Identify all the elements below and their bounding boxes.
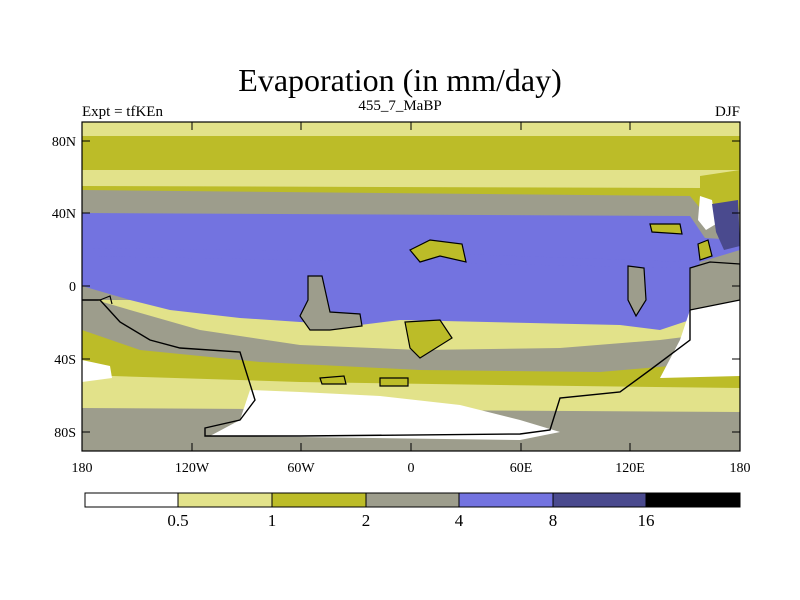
colorbar-swatch [458,492,554,508]
colorbar-swatch [177,492,273,508]
north-pacific-white [698,196,716,230]
landmass-i [379,377,409,387]
x-axis: 180 120W 60W 0 60E 120E 180 [72,122,751,476]
colorbar: 0.5 1 2 4 8 16 [84,492,741,530]
x-tick-label: 120E [615,461,645,476]
y-tick-label: 80S [54,426,76,441]
y-axis: 80N 40N 0 40S 80S [52,135,740,441]
southern-coastline [82,299,691,437]
x-tick-label: 120W [175,461,210,476]
antarctic-white [210,390,560,440]
band-tropical [82,213,740,330]
landmass-f [697,239,713,261]
map-title: Evaporation (in mm/day) [238,62,562,98]
landmass-g [689,261,740,311]
colorbar-swatch [271,492,367,508]
x-tick-label: 60W [287,461,315,476]
landmass-c [404,319,453,359]
colorbar-swatch [365,492,460,508]
colorbar-level-label: 16 [638,511,655,530]
y-tick-label: 0 [69,280,76,295]
colorbar-swatch [552,492,647,508]
landmass-e [649,223,683,235]
colorbar-level-label: 0.5 [167,511,188,530]
band-north-high [82,136,740,170]
landmass-d [627,265,647,318]
west-white [82,360,112,382]
x-tick-label: 0 [408,461,415,476]
y-tick-label: 40N [52,207,76,222]
band-grey-south [82,296,740,380]
x-tick-label: 180 [730,461,751,476]
x-tick-label: 180 [72,461,93,476]
colorbar-swatch [84,492,179,508]
colorbar-level-label: 2 [362,511,371,530]
band-tropical-core [82,248,690,268]
colorbar-level-label: 4 [455,511,464,530]
landmass-h [319,375,347,385]
colorbar-level-label: 8 [549,511,558,530]
season-label: DJF [714,104,740,120]
y-tick-label: 80N [52,135,76,150]
landmass-a [299,275,363,331]
australia-white [660,300,740,378]
map-field [82,122,740,451]
period-label: 455_7_MaBP [358,98,442,114]
x-tick-label: 60E [510,461,533,476]
colorbar-level-label: 1 [268,511,277,530]
colorbar-swatch [645,492,741,508]
landmass-b [409,239,467,263]
island-outline [99,295,113,305]
y-tick-label: 40S [54,353,76,368]
experiment-label: Expt = tfKEn [82,104,163,120]
